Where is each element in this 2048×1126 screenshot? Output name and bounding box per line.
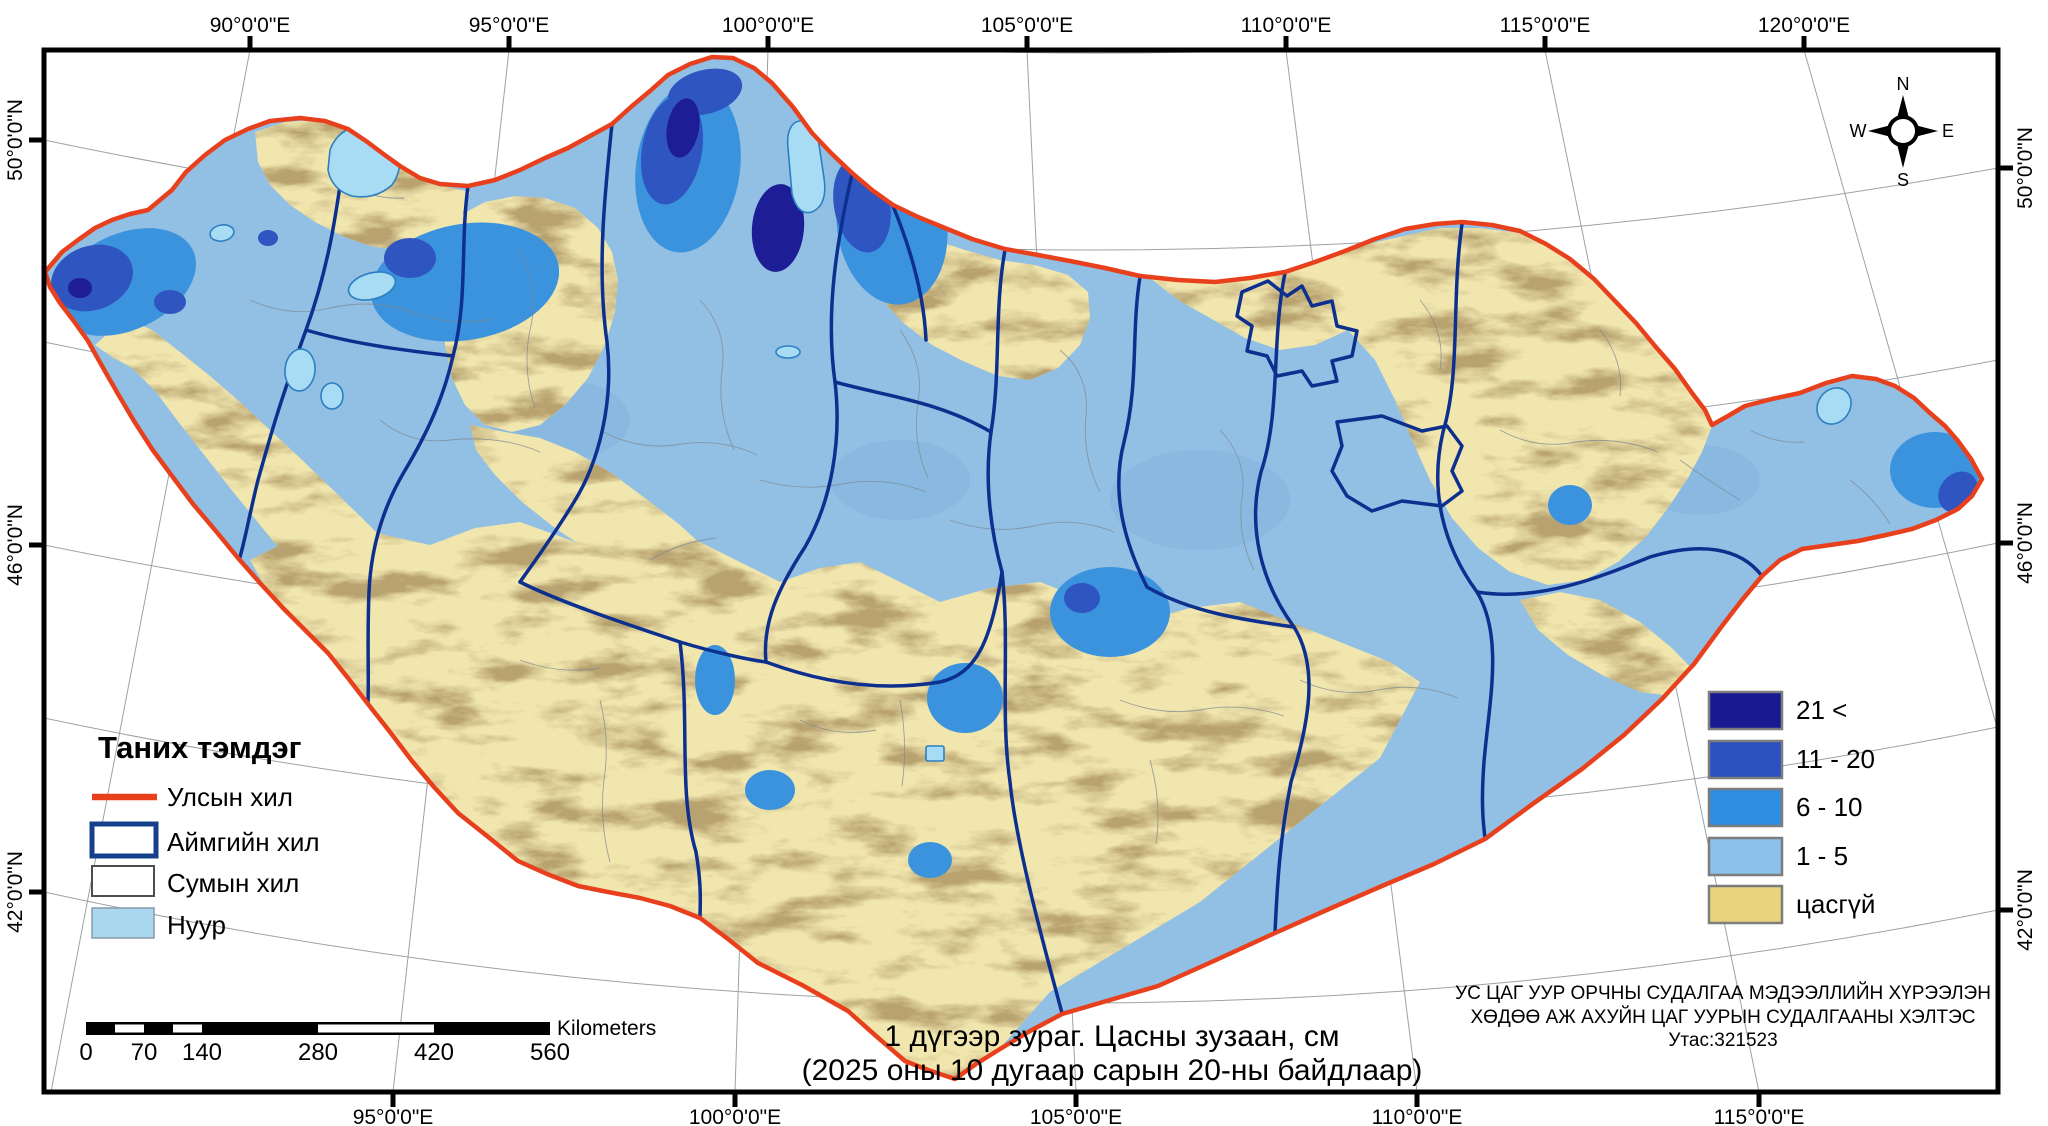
lake-terkhiin xyxy=(775,345,801,359)
compass-n-label: N xyxy=(1897,74,1910,94)
lake-achit xyxy=(209,224,235,242)
axis-ticks xyxy=(29,36,2013,1107)
axis-right-42n: 42°0'0"N xyxy=(2014,869,2037,951)
scale-num-0: 0 xyxy=(79,1039,92,1066)
axis-top-110e: 110°0'0"E xyxy=(1241,14,1332,37)
compass-circle xyxy=(1887,115,1919,147)
country-mongolia xyxy=(44,54,1985,1082)
lake-khyargas xyxy=(347,271,397,301)
attribution: УС ЦАГ УУР ОРЧНЫ СУДАЛГАА МЭДЭЭЛЛИЙН ХҮР… xyxy=(1455,982,1991,1051)
axis-left-46n: 46°0'0"N xyxy=(4,504,27,586)
axis-left-50n: 50°0'0"N xyxy=(4,99,27,181)
snow-label-1-5: 1 - 5 xyxy=(1796,841,1848,871)
snow-depth-legend: 21 < 11 - 20 6 - 10 1 - 5 цасгүй xyxy=(1707,690,1875,925)
legend-soum-border-label: Сумын хил xyxy=(167,868,299,898)
lake-uvs xyxy=(327,125,401,198)
legend-aimag-border-label: Аймгийн хил xyxy=(167,827,320,857)
axis-bottom-115e: 115°0'0"E xyxy=(1714,1106,1805,1126)
snow-label-nosnow: цасгүй xyxy=(1796,889,1875,919)
soum-borders xyxy=(249,179,1891,863)
legend-lake-swatch xyxy=(91,907,155,939)
axis-top-100e: 100°0'0"E xyxy=(722,14,814,37)
axis-top-90e: 90°0'0"E xyxy=(210,14,291,37)
compass-w-label: W xyxy=(1850,121,1867,141)
snow-label-21plus: 21 < xyxy=(1796,695,1847,725)
scale-num-140: 140 xyxy=(182,1039,222,1066)
snow-21-patches xyxy=(68,98,805,298)
no-snow-southeast-ridge xyxy=(1520,592,1695,696)
compass-rose: N S W E xyxy=(1850,74,1955,190)
snow-swatch-6-10 xyxy=(1707,787,1784,828)
axis-labels: 90°0'0"E 95°0'0"E 100°0'0"E 105°0'0"E 11… xyxy=(4,14,2037,1126)
axis-top-120e: 120°0'0"E xyxy=(1758,14,1850,37)
scale-bar: Kilometers 0 70 140 280 420 560 xyxy=(79,1017,656,1066)
scale-bar-white-seg xyxy=(318,1024,434,1033)
compass-e-label: E xyxy=(1942,121,1954,141)
snow-swatch-21plus xyxy=(1707,690,1784,731)
caption-line2: (2025 оны 10 дугаар сарын 20-ны байдлаар… xyxy=(802,1054,1423,1087)
scale-num-280: 280 xyxy=(298,1039,338,1066)
scale-bar-unit: Kilometers xyxy=(557,1017,656,1040)
lake-khar-us xyxy=(284,348,316,392)
lake-khar xyxy=(320,382,344,410)
caption-line1: 1 дүгээр зураг. Цасны зузаан, см xyxy=(885,1020,1340,1053)
axis-bottom-105e: 105°0'0"E xyxy=(1030,1106,1122,1126)
lakes xyxy=(209,119,1852,762)
map-frame xyxy=(41,47,2001,1095)
attribution-line1: УС ЦАГ УУР ОРЧНЫ СУДАЛГАА МЭДЭЭЛЛИЙН ХҮР… xyxy=(1455,982,1991,1004)
axis-left-42n: 42°0'0"N xyxy=(4,851,27,933)
snow-label-11-20: 11 - 20 xyxy=(1796,744,1875,774)
legend-lake-label: Нуур xyxy=(167,910,226,940)
meridian-120e xyxy=(1803,50,1998,733)
axis-right-46n: 46°0'0"N xyxy=(2014,502,2037,584)
axis-right-50n: 50°0'0"N xyxy=(2014,127,2037,209)
lake-buir xyxy=(1816,387,1852,425)
axis-bottom-100e: 100°0'0"E xyxy=(689,1106,781,1126)
scale-num-560: 560 xyxy=(530,1039,570,1066)
scale-num-70: 70 xyxy=(131,1039,158,1066)
snow-swatch-1-5 xyxy=(1707,836,1784,877)
legend-aimag-border-swatch xyxy=(89,821,159,859)
no-snow-lakes-valley xyxy=(470,425,705,585)
axis-top-95e: 95°0'0"E xyxy=(469,14,550,37)
scale-bar-white-seg xyxy=(115,1024,144,1033)
map-legend: Таних тэмдэг Улсын хил Аймгийн хил Сумын… xyxy=(89,730,320,940)
scale-num-420: 420 xyxy=(414,1039,454,1066)
legend-national-border-label: Улсын хил xyxy=(167,782,293,812)
national-border xyxy=(44,54,1985,1082)
snow-label-6-10: 6 - 10 xyxy=(1796,792,1863,822)
snow-swatch-11-20 xyxy=(1707,739,1784,780)
axis-bottom-110e: 110°0'0"E xyxy=(1372,1106,1463,1126)
axis-top-105e: 105°0'0"E xyxy=(981,14,1073,37)
axis-bottom-95e: 95°0'0"E xyxy=(353,1106,434,1126)
attribution-line3: Утас:321523 xyxy=(1668,1030,1777,1051)
lake-khuvsgul xyxy=(786,119,826,214)
lake-orog xyxy=(925,745,945,762)
axis-top-115e: 115°0'0"E xyxy=(1500,14,1591,37)
scale-bar-white-seg xyxy=(173,1024,202,1033)
legend-soum-border-swatch xyxy=(91,865,155,897)
compass-s-label: S xyxy=(1897,170,1909,190)
no-snow-gobi xyxy=(250,522,1420,1078)
map-caption: 1 дүгээр зураг. Цасны зузаан, см (2025 о… xyxy=(802,1020,1423,1087)
snow-swatch-nosnow xyxy=(1707,884,1784,925)
attribution-line2: ХӨДӨӨ АЖ АХУЙН ЦАГ УУРЫН СУДАЛГААНЫ ХЭЛТ… xyxy=(1470,1006,1975,1028)
legend-title: Таних тэмдэг xyxy=(98,730,302,765)
